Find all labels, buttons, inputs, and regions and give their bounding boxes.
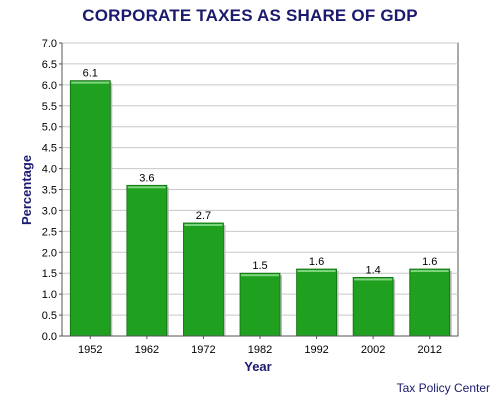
bar <box>183 222 224 337</box>
x-tick-label: 2002 <box>361 344 385 356</box>
bar-highlight <box>241 274 279 277</box>
bar-highlight <box>354 278 393 281</box>
x-tick-label: 1952 <box>78 344 102 356</box>
bar-highlight <box>184 223 223 226</box>
y-tick-label: 0.0 <box>42 331 57 343</box>
y-tick-label: 6.5 <box>42 59 57 71</box>
y-tick-label: 4.0 <box>42 164 57 176</box>
bar-highlight <box>71 81 110 84</box>
bar <box>296 268 337 337</box>
source-credit: Tax Policy Center <box>396 381 490 395</box>
x-axis-label: Year <box>244 359 271 374</box>
y-tick-label: 0.5 <box>42 310 57 322</box>
x-tick-label: 1962 <box>135 344 159 356</box>
bar <box>69 80 111 337</box>
data-label: 3.6 <box>139 172 154 184</box>
bar <box>409 268 451 337</box>
chart-title: CORPORATE TAXES AS SHARE OF GDP <box>82 6 418 25</box>
y-tick-label: 2.0 <box>42 247 57 259</box>
y-tick-label: 4.5 <box>42 143 57 155</box>
data-label: 1.4 <box>365 264 380 276</box>
y-tick-label: 5.0 <box>42 122 57 134</box>
y-tick-label: 1.0 <box>42 289 57 301</box>
bar-highlight <box>410 270 449 273</box>
y-tick-label: 3.5 <box>42 185 57 197</box>
bar <box>126 184 168 337</box>
y-tick-label: 5.5 <box>42 101 57 113</box>
bars <box>69 80 452 337</box>
data-label: 2.7 <box>196 210 211 222</box>
y-tick-label: 6.0 <box>42 80 57 92</box>
axes <box>59 42 458 339</box>
y-tick-label: 3.0 <box>42 205 57 217</box>
y-tick-label: 7.0 <box>42 38 57 50</box>
bar-highlight <box>297 270 336 273</box>
bar <box>352 276 394 337</box>
bar <box>239 272 281 337</box>
y-tick-label: 1.5 <box>42 268 57 280</box>
data-label: 6.1 <box>83 68 98 80</box>
x-tick-label: 1992 <box>304 344 328 356</box>
data-label: 1.5 <box>252 260 267 272</box>
x-tick-label: 1972 <box>191 344 215 356</box>
x-tick-label: 2012 <box>417 344 441 356</box>
y-tick-label: 2.5 <box>42 226 57 238</box>
x-tick-label: 1982 <box>248 344 272 356</box>
labels: 0.0 0.5 1.0 1.5 2.0 2.5 3.0 3.5 4.0 4.5 5.0 5.5 6.0 6… <box>42 38 442 356</box>
y-axis-label: Percentage <box>19 155 34 225</box>
data-label: 1.6 <box>422 256 437 268</box>
bar-highlight <box>127 186 166 189</box>
data-label: 1.6 <box>309 256 324 268</box>
